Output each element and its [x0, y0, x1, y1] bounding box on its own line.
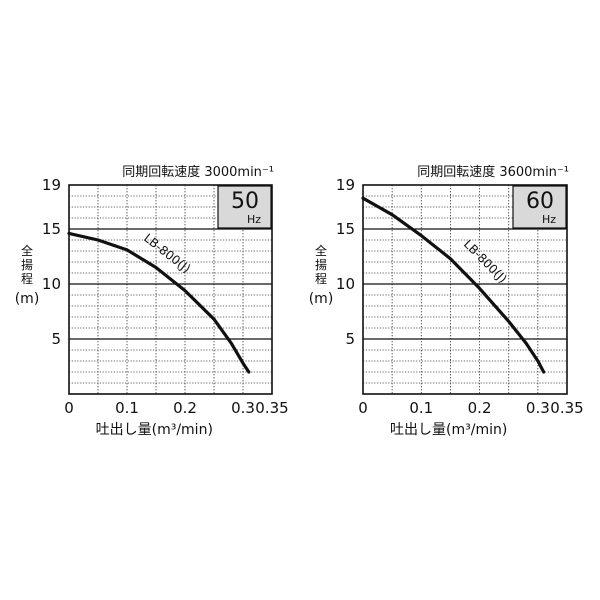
x-tick-label: 0.1 [409, 399, 433, 417]
x-axis-label: 吐出し量(m³/min) [96, 422, 213, 438]
y-tick-label: 10 [336, 275, 355, 293]
y-axis-label-unit: (m) [15, 291, 40, 307]
y-tick-label: 15 [336, 220, 355, 238]
major-gridlines [363, 228, 567, 340]
plot-frame [362, 184, 568, 395]
chart-title: 同期回転速度 3000min⁻¹ [122, 164, 274, 180]
y-tick-label: 19 [42, 176, 61, 194]
y-tick-label: 5 [51, 330, 61, 348]
hz-badge-number: 50 [231, 189, 259, 214]
x-tick-label: 0.3 [526, 399, 550, 417]
hz-badge [217, 185, 272, 229]
hz-badge-unit: Hz [247, 213, 261, 226]
x-tick-label: 0.2 [468, 399, 492, 417]
y-axis-label-char: 程 [315, 271, 327, 286]
y-tick-label: 19 [336, 176, 355, 194]
y-axis-label-char: 程 [21, 271, 33, 286]
x-tick-label: 0.3 [231, 399, 255, 417]
y-axis-label-char: 揚 [21, 258, 33, 272]
series-label: LB-800(J) [141, 231, 193, 276]
hz-badge-number: 60 [526, 189, 554, 214]
x-tick-label: 0 [64, 399, 74, 417]
x-tick-label: 0.35 [255, 399, 288, 417]
hz-badge-unit: Hz [542, 213, 556, 226]
x-tick-label: 0.35 [550, 399, 583, 417]
y-axis-label: 全揚程 (m) [15, 243, 40, 307]
plot-frame [68, 184, 273, 395]
vertical-gridlines [97, 185, 244, 394]
y-axis-label-char: 全 [21, 243, 33, 258]
y-axis-label: 全揚程 (m) [309, 243, 334, 307]
x-axis-label: 吐出し量(m³/min) [390, 422, 507, 438]
y-tick-label: 5 [345, 330, 355, 348]
y-axis-label-char: 揚 [315, 258, 327, 272]
x-tick-label: 0 [358, 399, 368, 417]
chart-title: 同期回転速度 3600min⁻¹ [417, 164, 569, 180]
y-axis-label-unit: (m) [309, 291, 334, 307]
y-tick-label: 15 [42, 220, 61, 238]
major-gridlines [69, 228, 272, 340]
x-tick-label: 0.2 [173, 399, 197, 417]
x-tick-label: 0.1 [115, 399, 139, 417]
y-tick-label: 10 [42, 275, 61, 293]
hz-badge [512, 185, 567, 229]
y-axis-label-char: 全 [315, 243, 327, 258]
